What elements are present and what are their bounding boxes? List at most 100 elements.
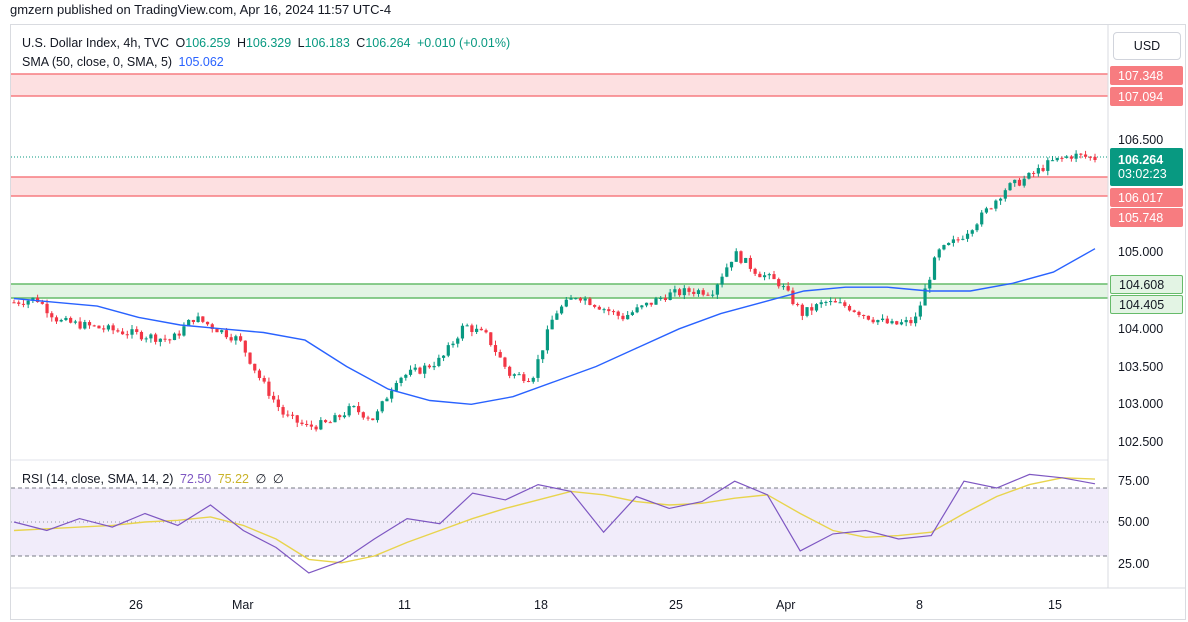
chart-frame xyxy=(10,24,1186,620)
candle-body xyxy=(135,329,139,332)
time-tick: 26 xyxy=(129,598,143,612)
candle-body xyxy=(276,399,280,408)
candle-body xyxy=(630,312,634,315)
rsi-empty-2: ∅ xyxy=(272,472,284,486)
candle-body xyxy=(418,367,422,374)
time-tick: 8 xyxy=(916,598,923,612)
candle-body xyxy=(390,390,394,399)
candle-body xyxy=(574,298,578,300)
candle-body xyxy=(777,279,781,287)
candle-body xyxy=(87,322,92,326)
candle-body xyxy=(687,288,691,292)
candle-body xyxy=(460,325,465,339)
candle-body xyxy=(210,324,214,329)
candle-body xyxy=(923,288,927,306)
candle-body xyxy=(116,330,120,332)
candle-body xyxy=(843,302,847,306)
time-tick: Apr xyxy=(776,598,796,612)
candle-body xyxy=(602,309,606,311)
candle-body xyxy=(725,267,729,277)
candle-body xyxy=(347,406,351,416)
candle-body xyxy=(437,357,441,366)
price-tick: 103.500 xyxy=(1118,360,1164,374)
candle-body xyxy=(215,328,219,333)
candle-body xyxy=(984,208,989,213)
candle-body xyxy=(885,318,889,324)
candle-body xyxy=(668,292,672,300)
candle-body xyxy=(635,307,639,313)
candle-body xyxy=(257,370,262,378)
candle-body xyxy=(253,363,257,371)
candle-body xyxy=(465,325,469,327)
candle-body xyxy=(998,198,1003,201)
rsi-line[interactable] xyxy=(13,473,1096,574)
candle-body xyxy=(588,298,592,305)
candle-body xyxy=(555,313,559,320)
candle-body xyxy=(866,315,871,320)
candle-body xyxy=(375,411,380,421)
candle-body xyxy=(470,325,474,332)
candle-body xyxy=(517,374,521,376)
candle-body xyxy=(1041,168,1045,171)
candle-body xyxy=(451,343,455,346)
candle-body xyxy=(92,325,96,327)
candle-body xyxy=(715,284,719,295)
currency-button[interactable]: USD xyxy=(1113,32,1181,60)
candle-body xyxy=(611,311,616,313)
candle-body xyxy=(342,415,347,418)
rsi-ma-line[interactable] xyxy=(13,477,1096,564)
sma-label[interactable]: SMA (50, close, 0, SMA, 5) xyxy=(22,55,173,69)
candle-body xyxy=(224,330,229,338)
candle-body xyxy=(441,355,446,358)
close-value: 106.264 xyxy=(365,36,411,50)
time-tick: 15 xyxy=(1048,598,1062,612)
candle-body xyxy=(965,233,970,239)
candle-body xyxy=(951,239,955,243)
main-legend[interactable]: U.S. Dollar Index, 4h, TVC O106.259 H106… xyxy=(22,36,513,50)
rsi-label[interactable]: RSI (14, close, SMA, 14, 2) xyxy=(22,472,174,486)
sma-50-line[interactable] xyxy=(13,248,1096,406)
candle-body xyxy=(682,288,686,296)
candle-body xyxy=(720,276,724,285)
candle-body xyxy=(663,298,668,300)
candle-body xyxy=(267,381,271,396)
candle-body xyxy=(701,290,705,295)
candle-body xyxy=(1013,179,1017,184)
candle-body xyxy=(593,304,597,307)
candle-body xyxy=(238,336,243,341)
candlestick-series[interactable] xyxy=(12,150,1097,432)
candle-body xyxy=(767,274,771,276)
candle-body xyxy=(512,374,516,376)
candle-body xyxy=(243,340,247,353)
rsi-ma-value: 75.22 xyxy=(217,472,249,486)
price-tick: 102.500 xyxy=(1118,435,1164,449)
candle-body xyxy=(989,208,993,210)
candle-body xyxy=(677,289,682,296)
candle-body xyxy=(947,242,951,246)
symbol-title[interactable]: U.S. Dollar Index, 4h, TVC xyxy=(22,36,170,50)
low-key: L xyxy=(297,36,305,50)
candle-body xyxy=(97,325,101,329)
candle-body xyxy=(446,345,450,356)
badge-zone-green-upper: 104.608 xyxy=(1110,275,1183,294)
candle-body xyxy=(1008,183,1012,191)
candle-body xyxy=(541,350,545,360)
candle-body xyxy=(871,319,875,323)
candle-body xyxy=(829,301,833,303)
price-tick: 103.000 xyxy=(1118,397,1164,411)
candle-body xyxy=(847,305,852,311)
candle-body xyxy=(692,291,696,294)
publisher-caption: gmzern published on TradingView.com, Apr… xyxy=(10,2,392,17)
candle-body xyxy=(899,322,904,325)
rsi-legend[interactable]: RSI (14, close, SMA, 14, 2) 72.50 75.22 … xyxy=(22,471,287,486)
candle-body xyxy=(626,314,630,320)
price-tick: 106.500 xyxy=(1118,133,1164,147)
zone-green-fill xyxy=(11,284,1108,298)
candle-body xyxy=(876,320,880,323)
sma-legend[interactable]: SMA (50, close, 0, SMA, 5) 105.062 xyxy=(22,55,227,69)
candle-body xyxy=(413,367,417,370)
candle-body xyxy=(932,257,937,280)
candle-body xyxy=(880,318,885,321)
candle-body xyxy=(427,365,432,368)
